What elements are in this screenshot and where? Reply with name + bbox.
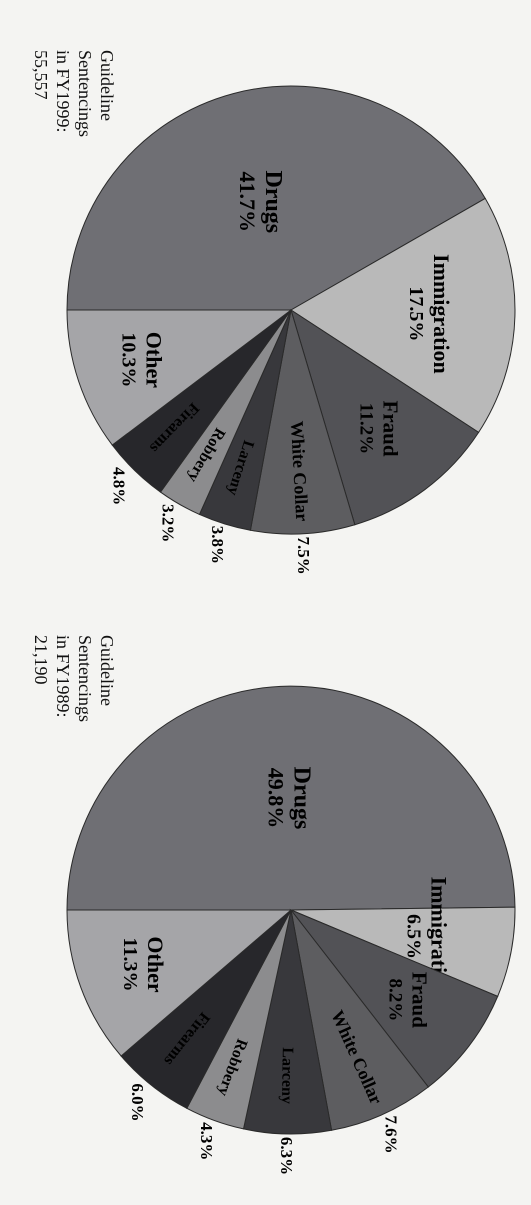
svg-text:11.2%: 11.2% (355, 403, 376, 454)
svg-text:Other: Other (143, 936, 168, 992)
svg-text:17.5%: 17.5% (405, 286, 427, 341)
pie-fy1999-note: GuidelineSentencingsin FY1999:55,557 (31, 50, 117, 137)
pie-fy1999-pct-larceny: 3.8% (208, 526, 227, 564)
svg-text:Fraud: Fraud (378, 400, 402, 456)
pie-fy1999-slice-other (66, 309, 293, 446)
pie-fy1989-label-larceny: Larceny (278, 1047, 296, 1104)
pie-fy1989-pct-white-collar: 7.6% (382, 1115, 401, 1153)
svg-text:41.7%: 41.7% (235, 172, 260, 233)
pie-fy1989-slice-fraud (289, 908, 499, 1088)
svg-text:Drugs: Drugs (288, 767, 314, 830)
svg-text:Larceny: Larceny (278, 1047, 296, 1104)
pie-fy1999-pct-firearms: 4.8% (109, 467, 128, 505)
svg-text:49.8%: 49.8% (263, 768, 288, 829)
pie-fy1989-slice-white-collar (290, 909, 429, 1131)
pie-fy1999-pct-robbery: 3.2% (158, 504, 177, 542)
chart-rotated-group: FY1999GuidelineSentencingsin FY1999:55,5… (31, 50, 516, 1175)
pie-fy1999-slice-fraud (290, 308, 480, 526)
svg-text:6.5%: 6.5% (402, 914, 424, 959)
svg-text:Fraud: Fraud (407, 972, 431, 1028)
pie-fy1999-slice-white-collar (249, 309, 356, 535)
pie-fy1989-pct-robbery: 4.3% (197, 1122, 216, 1160)
svg-text:10.3%: 10.3% (117, 332, 139, 387)
svg-text:Other: Other (141, 332, 166, 388)
pie-fy1989-pct-larceny: 6.3% (277, 1137, 296, 1175)
pie-fy1989-note: GuidelineSentencingsin FY1989:21,190 (31, 635, 117, 722)
svg-text:Drugs: Drugs (260, 170, 286, 233)
svg-text:8.2%: 8.2% (384, 979, 405, 1022)
svg-text:Immigration: Immigration (429, 254, 454, 374)
pie-fy1989-slice-drugs (66, 685, 516, 911)
pie-fy1999-slice-immigration (290, 197, 516, 434)
pie-fy1989-slice-other (66, 909, 293, 1057)
pie-fy1989-pct-firearms: 6.0% (128, 1083, 147, 1121)
pie-fy1999-slice-drugs (66, 85, 486, 311)
pie-fy1999-pct-white-collar: 7.5% (294, 536, 313, 574)
svg-text:11.3%: 11.3% (119, 938, 141, 992)
